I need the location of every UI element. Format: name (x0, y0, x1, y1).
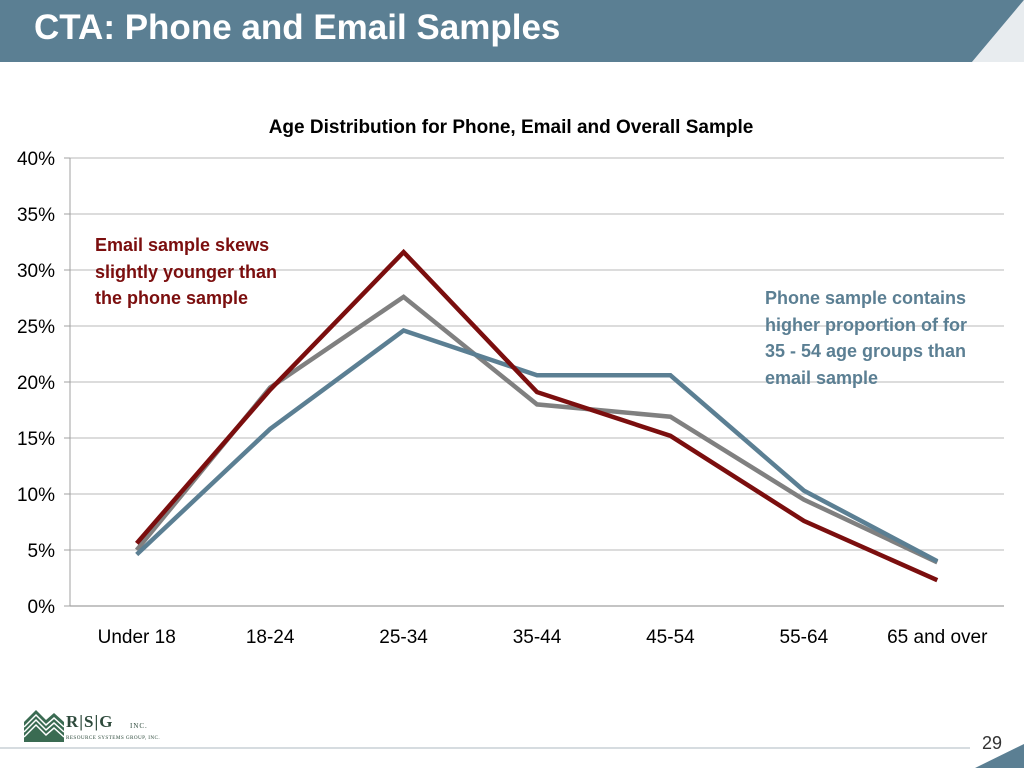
logo-subtitle: RESOURCE SYSTEMS GROUP, INC. (66, 735, 161, 741)
y-tick-label: 5% (28, 541, 56, 562)
x-tick-label: 45-54 (646, 627, 695, 648)
phone-annotation: Phone sample contains higher proportion … (765, 285, 1015, 391)
phone-annotation-line: email sample (765, 367, 879, 388)
page-number: 29 (981, 733, 1002, 753)
logo-inc: INC. (130, 722, 148, 730)
x-tick-label: 18-24 (246, 627, 295, 648)
chart-title: Age Distribution for Phone, Email and Ov… (269, 117, 754, 138)
logo-wordmark: R|S|G (66, 712, 114, 731)
y-tick-label: 35% (17, 205, 55, 226)
series-line-email (135, 248, 939, 583)
footer-divider (0, 744, 1024, 768)
x-tick-label: 65 and over (887, 627, 988, 648)
x-tick-label: Under 18 (98, 627, 176, 648)
phone-annotation-line: higher proportion of for (765, 314, 967, 335)
phone-annotation-line: 35 - 54 age groups than (765, 341, 967, 361)
y-axis-tick-labels: 0% 5% 10% 15% 20% 25% 30% 35% 40% (17, 149, 55, 618)
y-tick-label: 15% (17, 429, 55, 450)
title-bar: CTA: Phone and Email Samples (0, 0, 1024, 62)
x-tick-label: 25-34 (379, 627, 428, 648)
y-tick-label: 20% (17, 373, 55, 394)
phone-annotation-line: Phone sample contains (765, 288, 967, 308)
email-annotation: Email sample skews slightly younger than… (95, 232, 325, 312)
y-tick-label: 30% (17, 261, 55, 282)
slide-title: CTA: Phone and Email Samples (34, 8, 561, 47)
y-tick-label: 40% (17, 149, 55, 170)
grid-lines (64, 157, 1004, 607)
x-tick-label: 35-44 (513, 627, 562, 648)
series-lines (134, 248, 939, 583)
y-tick-label: 0% (28, 597, 56, 618)
x-tick-label: 55-64 (780, 627, 829, 648)
rsg-mountain-logo-icon (24, 710, 64, 742)
series-line-phone (135, 327, 939, 564)
email-annotation-line: slightly younger than (95, 261, 278, 282)
email-annotation-line: Email sample skews (95, 235, 270, 255)
y-tick-label: 10% (17, 485, 55, 506)
age-distribution-chart: Age Distribution for Phone, Email and Ov… (17, 117, 1004, 648)
y-tick-label: 25% (17, 317, 55, 338)
header-corner-fold (972, 0, 1024, 62)
email-annotation-line: the phone sample (95, 288, 249, 308)
x-axis-tick-labels: Under 18 18-24 25-34 35-44 45-54 55-64 65 and … (98, 627, 989, 648)
